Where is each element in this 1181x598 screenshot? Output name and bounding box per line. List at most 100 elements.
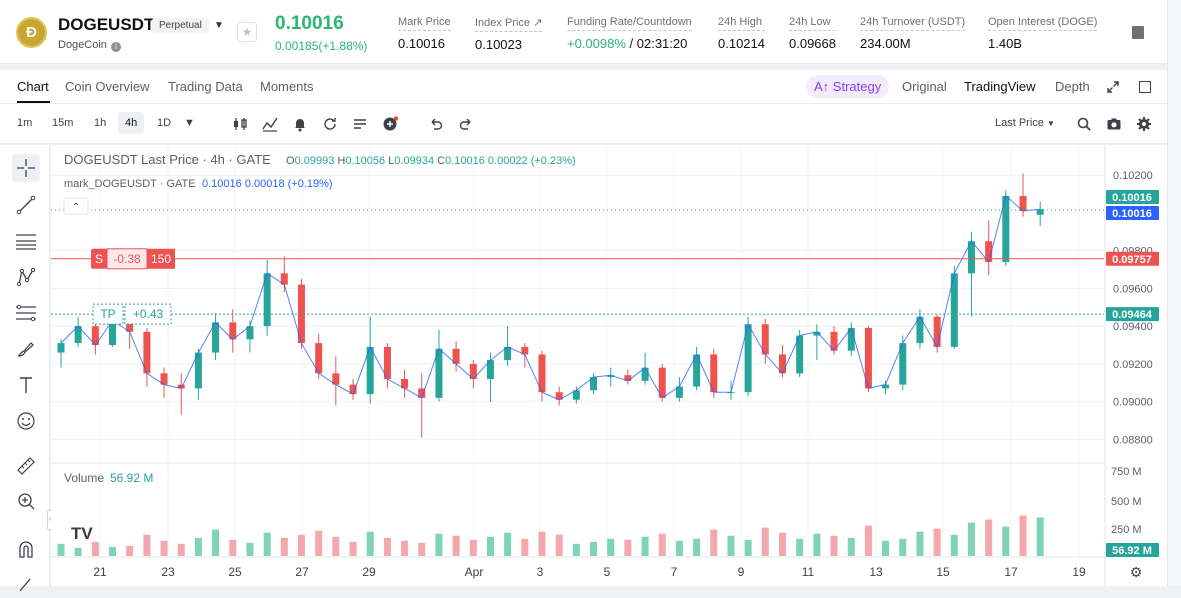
ohlc-label: H — [337, 155, 345, 167]
volume-bar — [1002, 526, 1010, 556]
volume-bar — [297, 534, 305, 556]
add-compare-icon[interactable] — [382, 116, 398, 132]
volume-bar — [401, 540, 409, 556]
strategy-button[interactable]: A↑ Strategy — [806, 75, 890, 98]
symbol-title[interactable]: DOGEUSDT — [58, 15, 155, 34]
tp-price-tag-bg — [1106, 307, 1159, 322]
chart-pane[interactable]: TV S -0.38 150 TP +0.43 0.10200 0.09800 0.0960… — [51, 145, 1167, 586]
candle-body — [933, 316, 941, 347]
stat-value: 0.10023 — [475, 37, 522, 52]
time-tick-label: 13 — [869, 565, 883, 579]
indicators-icon[interactable] — [262, 116, 278, 132]
stop-price-tag: 0.09757 — [1112, 254, 1152, 266]
candle-body — [744, 324, 752, 393]
page-scrollbar[interactable] — [1167, 0, 1181, 586]
time-tick-label: 5 — [604, 565, 611, 579]
candle-body — [57, 343, 65, 353]
trend-line-icon[interactable] — [12, 191, 40, 219]
undo-icon[interactable] — [428, 116, 444, 132]
legend-title: DOGEUSDT Last Price · 4h · GATE — [64, 152, 271, 167]
volume-bar — [504, 532, 512, 556]
view-original[interactable]: Original — [902, 79, 947, 94]
volume-tick-label: 500 M — [1111, 496, 1142, 508]
tab-chart[interactable]: Chart — [17, 79, 49, 94]
candle-body — [486, 360, 494, 379]
axis-settings-icon: ⚙ — [1130, 564, 1143, 580]
volume-bar — [847, 537, 855, 556]
fib-icon[interactable] — [12, 299, 40, 327]
stop-pnl: -0.38 — [113, 252, 141, 266]
stat-label[interactable]: Index Price ↗ — [475, 16, 543, 32]
replay-icon[interactable] — [322, 116, 338, 132]
volume-bar — [212, 529, 220, 556]
price-tick-label: 0.09200 — [1113, 359, 1153, 371]
camera-icon[interactable] — [1106, 116, 1122, 132]
volume-bar — [280, 537, 288, 556]
search-icon[interactable] — [1076, 116, 1092, 132]
ohlc-label: O — [286, 155, 295, 167]
contract-type-badge: Perpetual — [152, 18, 209, 33]
view-depth[interactable]: Depth — [1055, 79, 1090, 94]
window-icon[interactable] — [1139, 81, 1151, 93]
emoji-icon[interactable] — [12, 407, 40, 435]
volume-bar — [589, 541, 597, 556]
pattern-icon[interactable] — [12, 263, 40, 291]
stat-label[interactable]: Mark Price — [398, 16, 451, 31]
volume-bar — [641, 536, 649, 556]
volume-bar — [864, 525, 872, 556]
timeframe-15m[interactable]: 15m — [52, 117, 74, 129]
view-tradingview[interactable]: TradingView — [964, 79, 1036, 94]
volume-bar — [710, 529, 718, 556]
price-tick-label: 0.10200 — [1113, 170, 1153, 182]
mark-legend-value: 0.10016 0.00018 (+0.19%) — [202, 178, 333, 190]
volume-bar — [658, 533, 666, 556]
settings-gear-icon[interactable] — [1136, 116, 1152, 132]
crosshair-icon[interactable] — [12, 154, 40, 182]
zoom-in-icon[interactable] — [12, 487, 40, 515]
timeframe-dropdown-icon[interactable]: ▼ — [184, 117, 195, 129]
book-icon[interactable] — [1132, 26, 1144, 39]
symbol-dropdown-icon[interactable]: ▼ — [214, 20, 224, 31]
volume-value-tag: 56.92 M — [1112, 545, 1152, 557]
stat-label[interactable]: Funding Rate/Countdown — [567, 16, 692, 31]
candle-body — [315, 343, 323, 374]
instrument-header: Ð DOGEUSDT Perpetual ▼ DogeCoin i ★ 0.100… — [0, 0, 1167, 64]
stat-label[interactable]: Open Interest (DOGE) — [988, 16, 1098, 31]
volume-bar — [74, 547, 82, 556]
magnet-icon[interactable] — [12, 535, 40, 563]
ruler-icon[interactable] — [12, 452, 40, 480]
favorite-star-icon[interactable]: ★ — [237, 22, 257, 42]
price-source-select[interactable]: Last Price ▼ — [995, 117, 1055, 129]
stat-24h-turnover: 24h Turnover (USDT) 234.00M — [860, 16, 966, 51]
volume-tick-label: 750 M — [1111, 466, 1142, 478]
chart-legend: DOGEUSDT Last Price · 4h · GATE O0.09993 … — [63, 152, 576, 485]
alert-icon[interactable] — [292, 116, 308, 132]
candle-body — [641, 367, 649, 381]
tab-trading-data[interactable]: Trading Data — [168, 79, 243, 94]
redo-icon[interactable] — [458, 116, 474, 132]
text-tool-icon[interactable] — [12, 371, 40, 399]
timeframe-1m[interactable]: 1m — [17, 117, 33, 129]
stat-value: 1.40B — [988, 36, 1022, 51]
timeframe-1h[interactable]: 1h — [94, 117, 107, 129]
timeframe-1d[interactable]: 1D — [157, 117, 172, 129]
pencil-lock-icon[interactable] — [12, 570, 40, 598]
candle-type-icon[interactable] — [232, 116, 248, 132]
time-tick-label: 7 — [671, 565, 678, 579]
candle-body — [538, 354, 546, 393]
candle-body — [194, 352, 202, 389]
expand-icon[interactable] — [1107, 81, 1119, 93]
templates-icon[interactable] — [352, 116, 368, 132]
candle-body — [177, 384, 185, 389]
stop-tag-bg — [91, 248, 107, 269]
timeframe-4h[interactable]: 4h — [118, 112, 145, 134]
tab-coin-overview[interactable]: Coin Overview — [65, 79, 150, 94]
horizontal-lines-icon[interactable] — [12, 227, 40, 255]
candle-body — [830, 331, 838, 351]
stat-mark-price: Mark Price 0.10016 — [398, 16, 451, 51]
candle-body — [1036, 209, 1044, 215]
brush-icon[interactable] — [12, 335, 40, 363]
info-icon[interactable]: i — [110, 42, 121, 52]
tab-moments[interactable]: Moments — [260, 79, 314, 94]
